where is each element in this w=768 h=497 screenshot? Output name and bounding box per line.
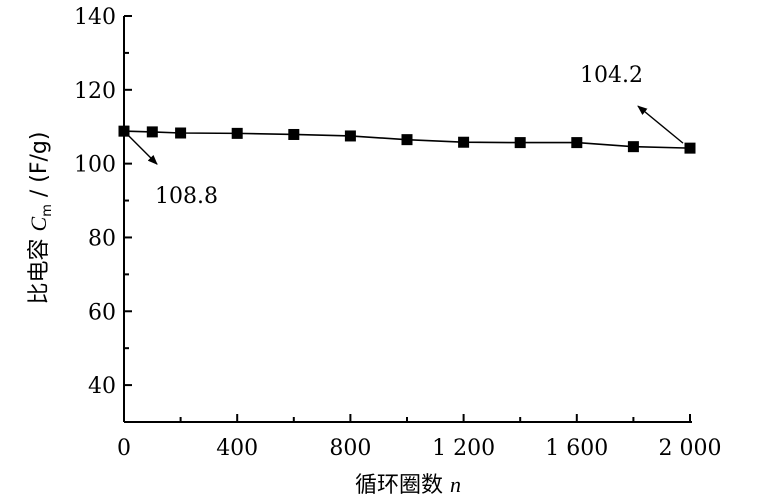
x-tick-label: 800 [329,436,371,461]
data-markers [118,125,696,154]
x-tick-label: 1 600 [545,436,608,461]
y-tick-label: 140 [74,5,116,30]
x-axis-title: 循环圈数 n [355,472,461,497]
data-point [118,125,130,137]
data-point [571,137,583,149]
x-tick-label: 0 [117,436,131,461]
annotations: 108.8 104.2 [127,63,684,209]
data-point [458,136,470,148]
y-axis-title-main: 比电容 [27,231,52,304]
data-point [627,141,639,153]
data-point [344,130,356,142]
y-axis-title-unit: / (F/g) [27,132,52,205]
y-axis-title: 比电容 Cm / (F/g) [26,132,55,305]
x-tick-label: 400 [216,436,258,461]
data-point [514,137,526,149]
x-tick-label: 2 000 [659,436,722,461]
y-tick-label: 100 [74,153,116,178]
data-point [401,134,413,146]
y-tick-label: 80 [88,226,116,251]
y-axis-title-var: C [26,216,51,231]
data-point [684,142,696,154]
y-tick-label: 40 [88,374,116,399]
data-point [231,127,243,139]
y-tick-label: 60 [88,300,116,325]
data-point [288,128,300,140]
x-axis-title-var: n [450,472,461,497]
y-axis-title-sub: m [40,204,55,217]
y-tick-label: 120 [74,79,116,104]
x-axis-title-main: 循环圈数 [355,473,450,497]
x-tick-label: 1 200 [432,436,495,461]
annotation-label: 104.2 [580,63,643,88]
annotation-arrow [127,134,158,165]
annotation-arrow [637,105,684,144]
data-point [175,127,187,139]
annotation-label: 108.8 [155,184,218,209]
ticks [123,15,691,422]
data-point [146,126,158,138]
tick-labels: 0 400 800 1 200 1 600 2 000 40 60 80 100 120 140 [74,5,721,461]
